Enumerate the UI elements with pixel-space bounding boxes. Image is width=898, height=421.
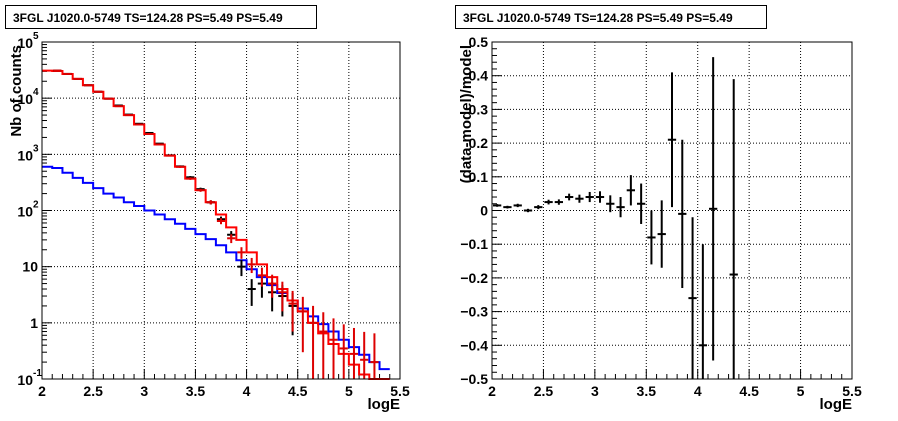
y-tick-label: −0.2	[460, 270, 488, 286]
y-tick-label: 0.3	[469, 101, 489, 117]
y-tick-label: 0.5	[469, 34, 489, 50]
chart-title-right: 3FGL J1020.0-5749 TS=124.28 PS=5.49 PS=5…	[455, 5, 767, 29]
x-tick-label: 5.5	[390, 383, 410, 399]
y-tick-exponent: 3	[33, 143, 39, 154]
y-tick-label: 1	[30, 315, 38, 331]
y-tick-label: −0.1	[460, 236, 488, 252]
y-tick-label: −0.5	[460, 371, 488, 387]
chart-title-left: 3FGL J1020.0-5749 TS=124.28 PS=5.49 PS=5…	[5, 5, 317, 29]
x-tick-label: 5.5	[842, 383, 862, 399]
x-tick-label: 2	[488, 383, 496, 399]
y-tick-label: 0.2	[469, 135, 489, 151]
x-tick-label: 3	[140, 383, 148, 399]
y-tick-label: 0	[480, 203, 488, 219]
y-tick-label: 10	[17, 372, 33, 388]
y-tick-exponent: 2	[33, 200, 39, 211]
plot-frame	[491, 41, 853, 380]
plot-frame	[41, 41, 401, 380]
x-axis-title: logE	[820, 396, 853, 413]
y-tick-exponent: 5	[33, 31, 39, 42]
x-tick-label: 3	[591, 383, 599, 399]
residuals-panel: 2 2.5 3 3.5 4 4.5 5 5.5 −0.5 −0.4 −0.3 −0.2 −0.1 0 0.1…	[458, 34, 862, 413]
x-tick-label: 4	[694, 383, 702, 399]
y-tick-label: 10	[22, 259, 38, 275]
x-tick-label: 4.5	[739, 383, 759, 399]
x-axis-title: logE	[368, 396, 401, 413]
x-tick-label: 5	[345, 383, 353, 399]
y-tick-label: 10	[17, 147, 33, 163]
x-tick-label: 3.5	[186, 383, 206, 399]
y-tick-label: 10	[17, 35, 33, 51]
x-tick-label: 2	[38, 383, 46, 399]
model-histogram-series-0	[42, 165, 390, 371]
y-axis-title: Nb of counts	[8, 45, 25, 137]
y-tick-exponent: 4	[33, 87, 39, 98]
y-tick-label: 10	[17, 204, 33, 220]
y-tick-label: 10	[17, 91, 33, 107]
x-tick-label: 4	[243, 383, 251, 399]
y-tick-label: 0.1	[469, 169, 489, 185]
x-tick-label: 2.5	[534, 383, 554, 399]
y-tick-label: −0.3	[460, 304, 488, 320]
plot-area	[42, 42, 400, 379]
y-tick-label: −0.4	[460, 337, 488, 353]
x-tick-label: 3.5	[637, 383, 657, 399]
y-tick-label: 0.4	[469, 68, 489, 84]
y-axis-title: (data-model)/model	[458, 45, 475, 183]
x-tick-label: 4.5	[288, 383, 308, 399]
x-tick-label: 5	[797, 383, 805, 399]
x-tick-label: 2.5	[83, 383, 103, 399]
model-histogram-series-1	[42, 69, 390, 380]
y-tick-exponent: -1	[33, 368, 42, 379]
